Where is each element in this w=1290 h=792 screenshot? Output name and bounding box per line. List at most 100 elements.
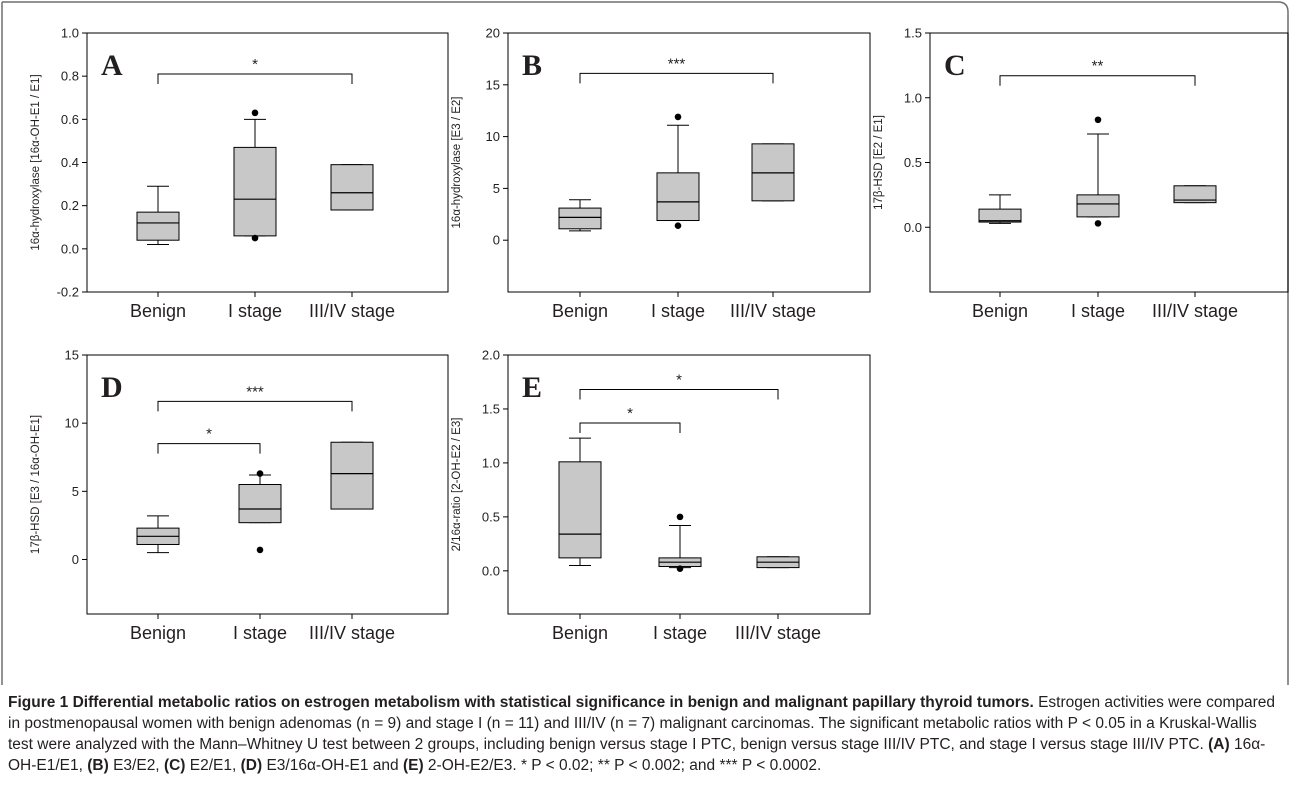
panel-E: 0.0 0.5 1.0 1.5 2.0 2/16α-ratio [2-OH-E2 / E3… bbox=[451, 348, 871, 643]
significance-label: *** bbox=[668, 55, 686, 72]
box-iqr bbox=[656, 172, 700, 222]
outlier-point bbox=[676, 513, 684, 521]
outlier-point bbox=[251, 234, 259, 242]
x-tick-label: III/IV stage bbox=[1152, 301, 1238, 321]
box-iqr bbox=[558, 207, 602, 230]
plot-frame bbox=[507, 32, 871, 293]
x-tick-label: III/IV stage bbox=[730, 301, 816, 321]
significance-label: *** bbox=[246, 383, 264, 400]
caption-text-e: 2-OH-E2/E3. * P < 0.02; ** P < 0.002; an… bbox=[423, 757, 822, 774]
caption-ref-d: (D) bbox=[240, 757, 263, 774]
x-tick-label: Benign bbox=[552, 301, 608, 321]
caption-body: Estrogen activities were compared in pos… bbox=[8, 694, 1275, 753]
significance-label: * bbox=[206, 426, 212, 443]
panel-letter: C bbox=[944, 49, 966, 82]
plot-frame bbox=[507, 354, 871, 615]
y-tick-label: 0 bbox=[72, 552, 79, 567]
y-tick-label: 10 bbox=[65, 416, 79, 431]
y-axis-label: 17β-HSD [E2 / E1] bbox=[873, 115, 885, 210]
outlier-point bbox=[256, 546, 264, 554]
caption-text-c: E2/E1, bbox=[185, 757, 241, 774]
box-iqr bbox=[1173, 185, 1217, 204]
y-axis-label: 16α-hydroxylase [16α-OH-E1 / E1] bbox=[30, 74, 42, 250]
box-iqr bbox=[330, 441, 374, 510]
box-iqr bbox=[978, 208, 1022, 223]
panel-letter: B bbox=[522, 49, 542, 82]
y-tick-label: 0.0 bbox=[904, 220, 922, 235]
y-tick-label: 1.0 bbox=[61, 26, 79, 41]
y-tick-label: 0 bbox=[493, 233, 500, 248]
significance-bracket bbox=[157, 400, 353, 412]
outlier-point bbox=[251, 109, 259, 117]
box-iqr bbox=[136, 211, 180, 241]
significance-bracket bbox=[157, 73, 353, 85]
plot-frame bbox=[86, 354, 449, 615]
x-tick-label: III/IV stage bbox=[735, 623, 821, 643]
panel-C: 0.0 0.5 1.0 1.5 17β-HSD [E2 / E1] Benign I sta… bbox=[873, 26, 1289, 321]
y-tick-label: 10 bbox=[486, 129, 500, 144]
y-tick-label: 15 bbox=[65, 348, 79, 363]
y-tick-label: 2.0 bbox=[482, 348, 500, 363]
y-tick-label: 5 bbox=[493, 181, 500, 196]
box-iqr bbox=[238, 484, 282, 524]
y-tick-label: 0.5 bbox=[482, 509, 500, 524]
figure-canvas: -0.2 0.0 0.2 0.4 0.6 0.8 1.0 16α-hydroxylase [1… bbox=[1, 1, 1289, 685]
outlier-point bbox=[1094, 116, 1102, 124]
y-tick-label: 0.8 bbox=[61, 69, 79, 84]
panel-letter: D bbox=[101, 371, 123, 404]
significance-label: * bbox=[676, 372, 682, 389]
y-tick-label: 1.0 bbox=[482, 455, 500, 470]
box-iqr bbox=[330, 164, 374, 211]
figure-caption: Figure 1 Differential metabolic ratios o… bbox=[8, 692, 1278, 776]
y-axis-label: 17β-HSD [E3 / 16α-OH-E1] bbox=[30, 415, 42, 554]
significance-bracket bbox=[579, 72, 774, 84]
box-iqr bbox=[558, 461, 602, 559]
y-tick-label: 0.2 bbox=[61, 198, 79, 213]
significance-label: * bbox=[252, 56, 258, 73]
caption-text-d: E3/16α-OH-E1 and bbox=[262, 757, 403, 774]
panel-letter: E bbox=[522, 371, 542, 404]
significance-bracket bbox=[157, 443, 261, 454]
outlier-point bbox=[674, 222, 682, 229]
x-tick-label: III/IV stage bbox=[309, 301, 395, 321]
y-tick-label: 1.5 bbox=[482, 401, 500, 416]
y-tick-label: 0.5 bbox=[904, 155, 922, 170]
y-tick-label: -0.2 bbox=[57, 285, 79, 300]
caption-ref-e: (E) bbox=[402, 757, 424, 774]
caption-ref-a: (A) bbox=[1208, 736, 1230, 753]
significance-bracket bbox=[579, 389, 779, 400]
y-tick-label: 0.0 bbox=[61, 241, 79, 256]
caption-text-a: 16α-OH-E1/E1, bbox=[8, 736, 1266, 774]
x-tick-label: Benign bbox=[130, 301, 186, 321]
x-tick-label: I stage bbox=[651, 301, 705, 321]
y-tick-label: 1.0 bbox=[904, 90, 922, 105]
y-tick-label: 0.4 bbox=[61, 155, 79, 170]
figure-border-top bbox=[2, 1, 1289, 685]
y-axis-label: 2/16α-ratio [2-OH-E2 / E3] bbox=[451, 418, 463, 552]
panel-letter: A bbox=[101, 49, 123, 82]
x-tick-label: Benign bbox=[972, 301, 1028, 321]
outlier-point bbox=[1094, 220, 1102, 227]
y-tick-label: 1.5 bbox=[904, 26, 922, 41]
caption-ref-c: (C) bbox=[163, 757, 186, 774]
caption-ref-b: (B) bbox=[87, 757, 109, 774]
significance-bracket bbox=[579, 422, 681, 433]
panel-B: 0 5 10 15 20 16α-hydroxylase [E3 / E2] Benign I… bbox=[451, 26, 871, 321]
x-tick-label: Benign bbox=[552, 623, 608, 643]
panel-D: 0 5 10 15 17β-HSD [E3 / 16α-OH-E1] Benign I st… bbox=[30, 348, 449, 643]
caption-title: Figure 1 Differential metabolic ratios o… bbox=[8, 694, 1034, 711]
significance-label: ** bbox=[1092, 58, 1104, 75]
outlier-point bbox=[674, 113, 682, 121]
panel-A: -0.2 0.0 0.2 0.4 0.6 0.8 1.0 16α-hydroxylase [1… bbox=[30, 26, 449, 321]
y-tick-label: 20 bbox=[486, 26, 500, 41]
outlier-point bbox=[256, 470, 264, 477]
caption-text-b: E3/E2, bbox=[108, 757, 164, 774]
outlier-point bbox=[676, 565, 684, 572]
y-tick-label: 0.6 bbox=[61, 112, 79, 127]
box-iqr bbox=[233, 146, 277, 237]
x-tick-label: I stage bbox=[1071, 301, 1125, 321]
x-tick-label: I stage bbox=[233, 623, 287, 643]
plot-frame bbox=[929, 32, 1289, 293]
y-axis-label: 16α-hydroxylase [E3 / E2] bbox=[451, 97, 463, 229]
